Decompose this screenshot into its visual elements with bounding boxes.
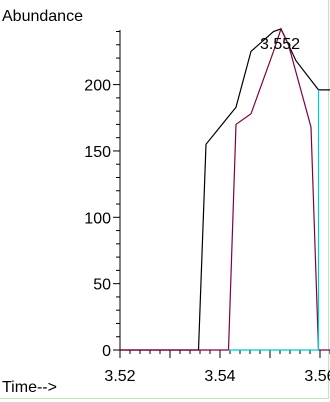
series-line-3 bbox=[228, 89, 320, 351]
y-tick-label: 0 bbox=[102, 343, 111, 360]
y-tick-label: 200 bbox=[84, 78, 111, 95]
x-tick-label: 3.52 bbox=[104, 368, 135, 385]
x-tick-label: 3.54 bbox=[204, 368, 235, 385]
series-line-2 bbox=[120, 27, 330, 351]
y-tick-label: 150 bbox=[84, 144, 111, 161]
y-axis-label: Abundance bbox=[2, 8, 83, 25]
axes: 0 50 100 150 200 3.52 3.54 3.56 bbox=[84, 30, 330, 385]
x-tick-label: 3.56 bbox=[304, 368, 330, 385]
y-tick-label: 50 bbox=[93, 277, 111, 294]
peak-annotation: 3.552 bbox=[260, 36, 300, 53]
y-tick-label: 100 bbox=[84, 210, 111, 227]
x-axis-label: Time--> bbox=[2, 379, 57, 396]
series-line-1 bbox=[120, 28, 330, 351]
plot-area bbox=[120, 27, 330, 351]
